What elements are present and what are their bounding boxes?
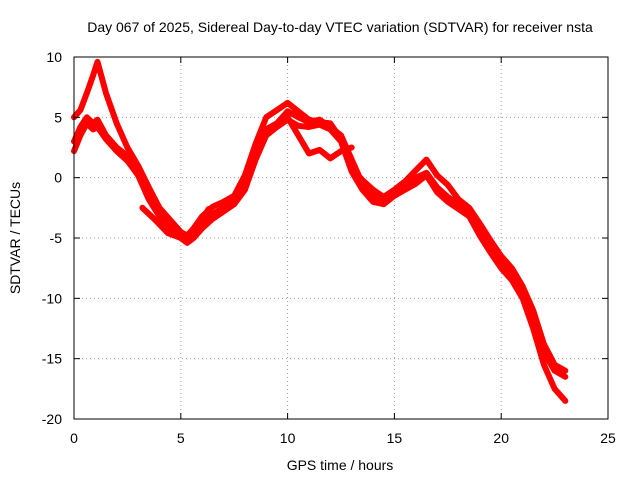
x-tick-labels: 0 5 10 15 20 25 xyxy=(70,430,616,446)
y-tick-label: 5 xyxy=(54,109,62,125)
x-tick-label: 20 xyxy=(493,430,509,446)
y-tick-label: -10 xyxy=(42,290,62,306)
axis-ticks xyxy=(73,56,609,420)
y-tick-label: -5 xyxy=(50,230,63,246)
grid xyxy=(74,57,608,419)
x-tick-label: 15 xyxy=(387,430,403,446)
chart-title: Day 067 of 2025, Sidereal Day-to-day VTE… xyxy=(87,19,593,35)
y-tick-labels: -20 -15 -10 -5 0 5 10 xyxy=(42,49,62,427)
y-tick-label: -20 xyxy=(42,411,62,427)
series-line-track-3 xyxy=(71,58,569,374)
y-tick-label: 10 xyxy=(46,49,62,65)
y-tick-label: -15 xyxy=(42,351,62,367)
series-line-track-5 xyxy=(139,204,212,244)
series-line-track-2 xyxy=(71,116,569,404)
x-axis-title: GPS time / hours xyxy=(287,457,394,473)
x-tick-label: 0 xyxy=(70,430,78,446)
y-axis-title: SDTVAR / TECUs xyxy=(7,182,23,294)
y-tick-label: 0 xyxy=(54,170,62,186)
series-group xyxy=(71,58,569,404)
x-tick-label: 25 xyxy=(600,430,616,446)
series-line-track-4 xyxy=(263,114,355,162)
x-tick-label: 5 xyxy=(177,430,185,446)
x-tick-label: 10 xyxy=(280,430,296,446)
